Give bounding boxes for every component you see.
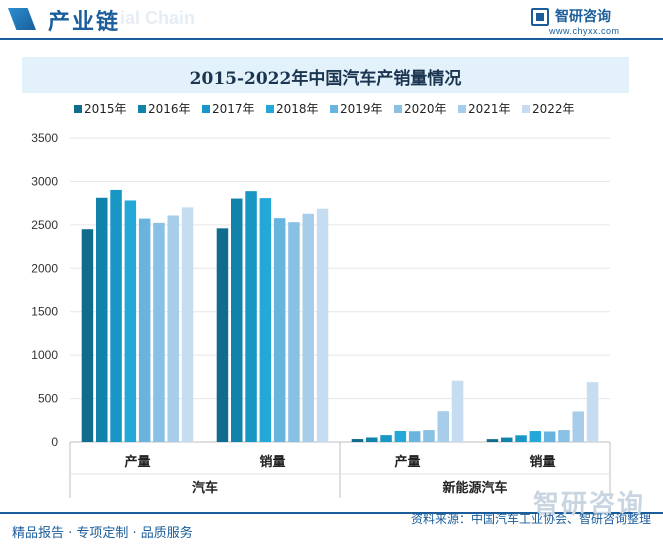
bar — [216, 228, 229, 442]
bar — [486, 439, 499, 442]
bar — [153, 222, 165, 442]
bar — [167, 215, 179, 442]
bar — [124, 200, 137, 442]
header-divider — [0, 38, 663, 40]
footer-watermark: 智研咨询 — [532, 490, 645, 520]
legend-swatch — [330, 105, 338, 113]
y-tick-label: 3000 — [31, 174, 58, 188]
bar — [231, 198, 243, 442]
x-category-label: 销量 — [529, 454, 555, 470]
legend-label: 2022年 — [532, 102, 575, 116]
bar — [451, 380, 464, 442]
y-tick-label: 500 — [38, 392, 58, 406]
bar — [394, 430, 407, 442]
bar — [316, 208, 329, 442]
y-tick-label: 2500 — [31, 218, 58, 232]
bar — [380, 435, 392, 442]
header-logo-mark — [8, 8, 36, 30]
bar — [181, 207, 194, 442]
bar — [423, 430, 435, 442]
legend-swatch — [394, 105, 402, 113]
bar — [81, 229, 94, 442]
bar — [259, 198, 272, 442]
chart-title-bar: 2015-2022年中国汽车产销量情况 — [22, 57, 629, 93]
y-tick-label: 2000 — [31, 261, 58, 275]
bar — [515, 435, 527, 442]
legend-label: 2017年 — [212, 102, 255, 116]
brand-url: www.chyxx.com — [549, 26, 620, 36]
bar — [351, 439, 364, 442]
bar — [138, 218, 151, 442]
y-tick-label: 1500 — [31, 305, 58, 319]
legend-swatch — [522, 105, 530, 113]
legend-label: 2016年 — [148, 102, 191, 116]
legend-label: 2018年 — [276, 102, 319, 116]
bar — [273, 218, 286, 442]
legend-label: 2015年 — [84, 102, 127, 116]
bar — [408, 431, 421, 442]
footer-divider — [0, 512, 663, 514]
footer-tagline: 精品报告 · 专项定制 · 品质服务 — [12, 526, 193, 541]
bar — [110, 189, 122, 442]
chart-title: 2015-2022年中国汽车产销量情况 — [189, 69, 462, 89]
header-ghost-text: ial Chain — [120, 8, 196, 28]
header: ial Chain 产业链 智研咨询 www.chyxx.com — [0, 0, 663, 40]
bar — [437, 411, 449, 442]
bar — [96, 197, 108, 442]
bar — [529, 431, 542, 442]
bar — [543, 431, 556, 442]
x-category-label: 销量 — [259, 454, 285, 470]
bar — [302, 213, 314, 442]
legend-swatch — [202, 105, 210, 113]
bar — [288, 222, 300, 442]
legend-swatch — [266, 105, 274, 113]
bar — [501, 437, 513, 442]
legend-swatch — [74, 105, 82, 113]
legend-label: 2020年 — [404, 102, 447, 116]
bar — [558, 430, 570, 442]
header-title: 产业链 — [48, 10, 121, 35]
bar — [572, 411, 584, 442]
y-tick-label: 1000 — [31, 348, 58, 362]
legend-swatch — [458, 105, 466, 113]
legend-swatch — [138, 105, 146, 113]
bar — [366, 437, 378, 442]
legend-label: 2019年 — [340, 102, 383, 116]
x-group-label: 新能源汽车 — [442, 480, 507, 496]
x-group-label: 汽车 — [192, 480, 218, 496]
brand-name: 智研咨询 — [555, 9, 611, 25]
y-tick-label: 3500 — [31, 131, 58, 145]
y-tick-label: 0 — [51, 435, 58, 449]
x-category-label: 产量 — [124, 454, 150, 470]
bar — [586, 382, 599, 442]
brand-logo-icon — [531, 8, 549, 26]
x-category-label: 产量 — [394, 454, 420, 470]
bar — [245, 191, 257, 442]
brand[interactable]: 智研咨询 www.chyxx.com — [531, 6, 651, 38]
legend-label: 2021年 — [468, 102, 511, 116]
footer-source: 资料来源：中国汽车工业协会、智研咨询整理 — [410, 512, 651, 526]
